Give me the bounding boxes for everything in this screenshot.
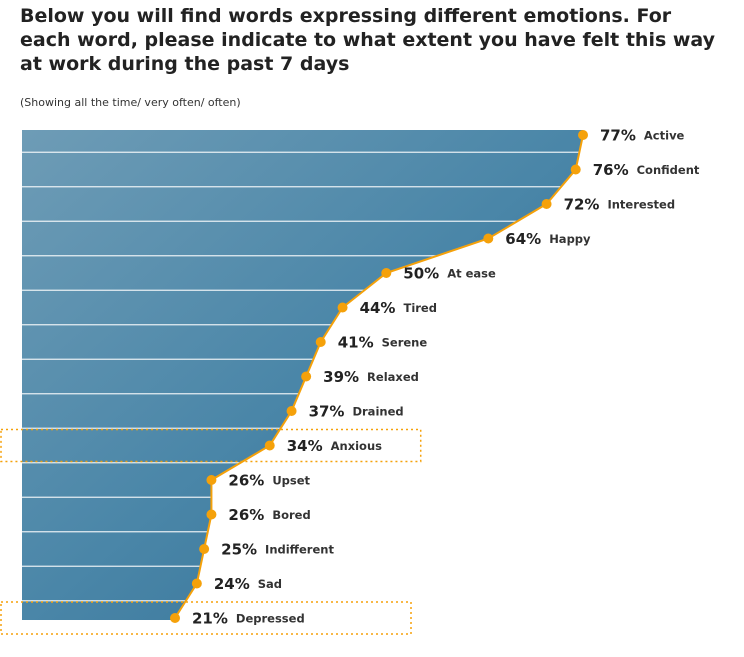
category-label: At ease	[447, 267, 496, 281]
dot	[541, 199, 552, 209]
category-label: Interested	[607, 198, 675, 212]
dot	[337, 302, 348, 313]
value-label: 34%	[287, 437, 323, 455]
dot	[206, 509, 217, 520]
value-label: 26%	[228, 472, 264, 490]
value-label: 76%	[593, 161, 629, 179]
value-label: 37%	[309, 403, 345, 421]
value-label: 50%	[403, 265, 439, 283]
dot	[315, 337, 326, 347]
value-label: 24%	[214, 575, 250, 593]
category-label: Bored	[272, 508, 310, 522]
category-label: Indifferent	[265, 543, 334, 557]
highlight-box	[0, 601, 412, 635]
value-label: 26%	[228, 506, 264, 524]
category-label: Drained	[352, 405, 403, 419]
value-label: 72%	[564, 196, 600, 214]
category-label: Anxious	[331, 439, 383, 453]
dot	[381, 268, 392, 278]
category-label: Relaxed	[367, 370, 419, 384]
dot	[483, 233, 494, 244]
dot	[578, 130, 588, 140]
dot	[170, 613, 180, 623]
category-label: Active	[644, 129, 685, 143]
dot	[206, 475, 217, 485]
value-label: 39%	[323, 368, 359, 386]
category-label: Upset	[272, 474, 310, 488]
value-label: 77%	[600, 127, 636, 145]
category-label: Tired	[403, 301, 437, 315]
dot	[264, 440, 275, 451]
dot	[199, 544, 210, 554]
dot	[191, 578, 202, 589]
value-label: 44%	[360, 299, 396, 317]
highlight-box	[0, 428, 422, 463]
value-label: 64%	[505, 230, 541, 248]
dot	[301, 371, 312, 382]
dot	[286, 406, 297, 416]
value-label: 21%	[192, 610, 228, 628]
category-label: Confident	[637, 163, 700, 177]
category-label: Happy	[549, 232, 591, 246]
chart-subtitle: (Showing all the time/ very often/ often…	[20, 96, 241, 109]
category-label: Sad	[258, 577, 282, 591]
value-label: 41%	[338, 334, 374, 352]
dot	[570, 164, 581, 175]
category-label: Depressed	[236, 612, 305, 626]
chart-title: Below you will find words expressing dif…	[20, 5, 716, 75]
value-label: 25%	[221, 541, 257, 559]
category-label: Serene	[382, 336, 428, 350]
